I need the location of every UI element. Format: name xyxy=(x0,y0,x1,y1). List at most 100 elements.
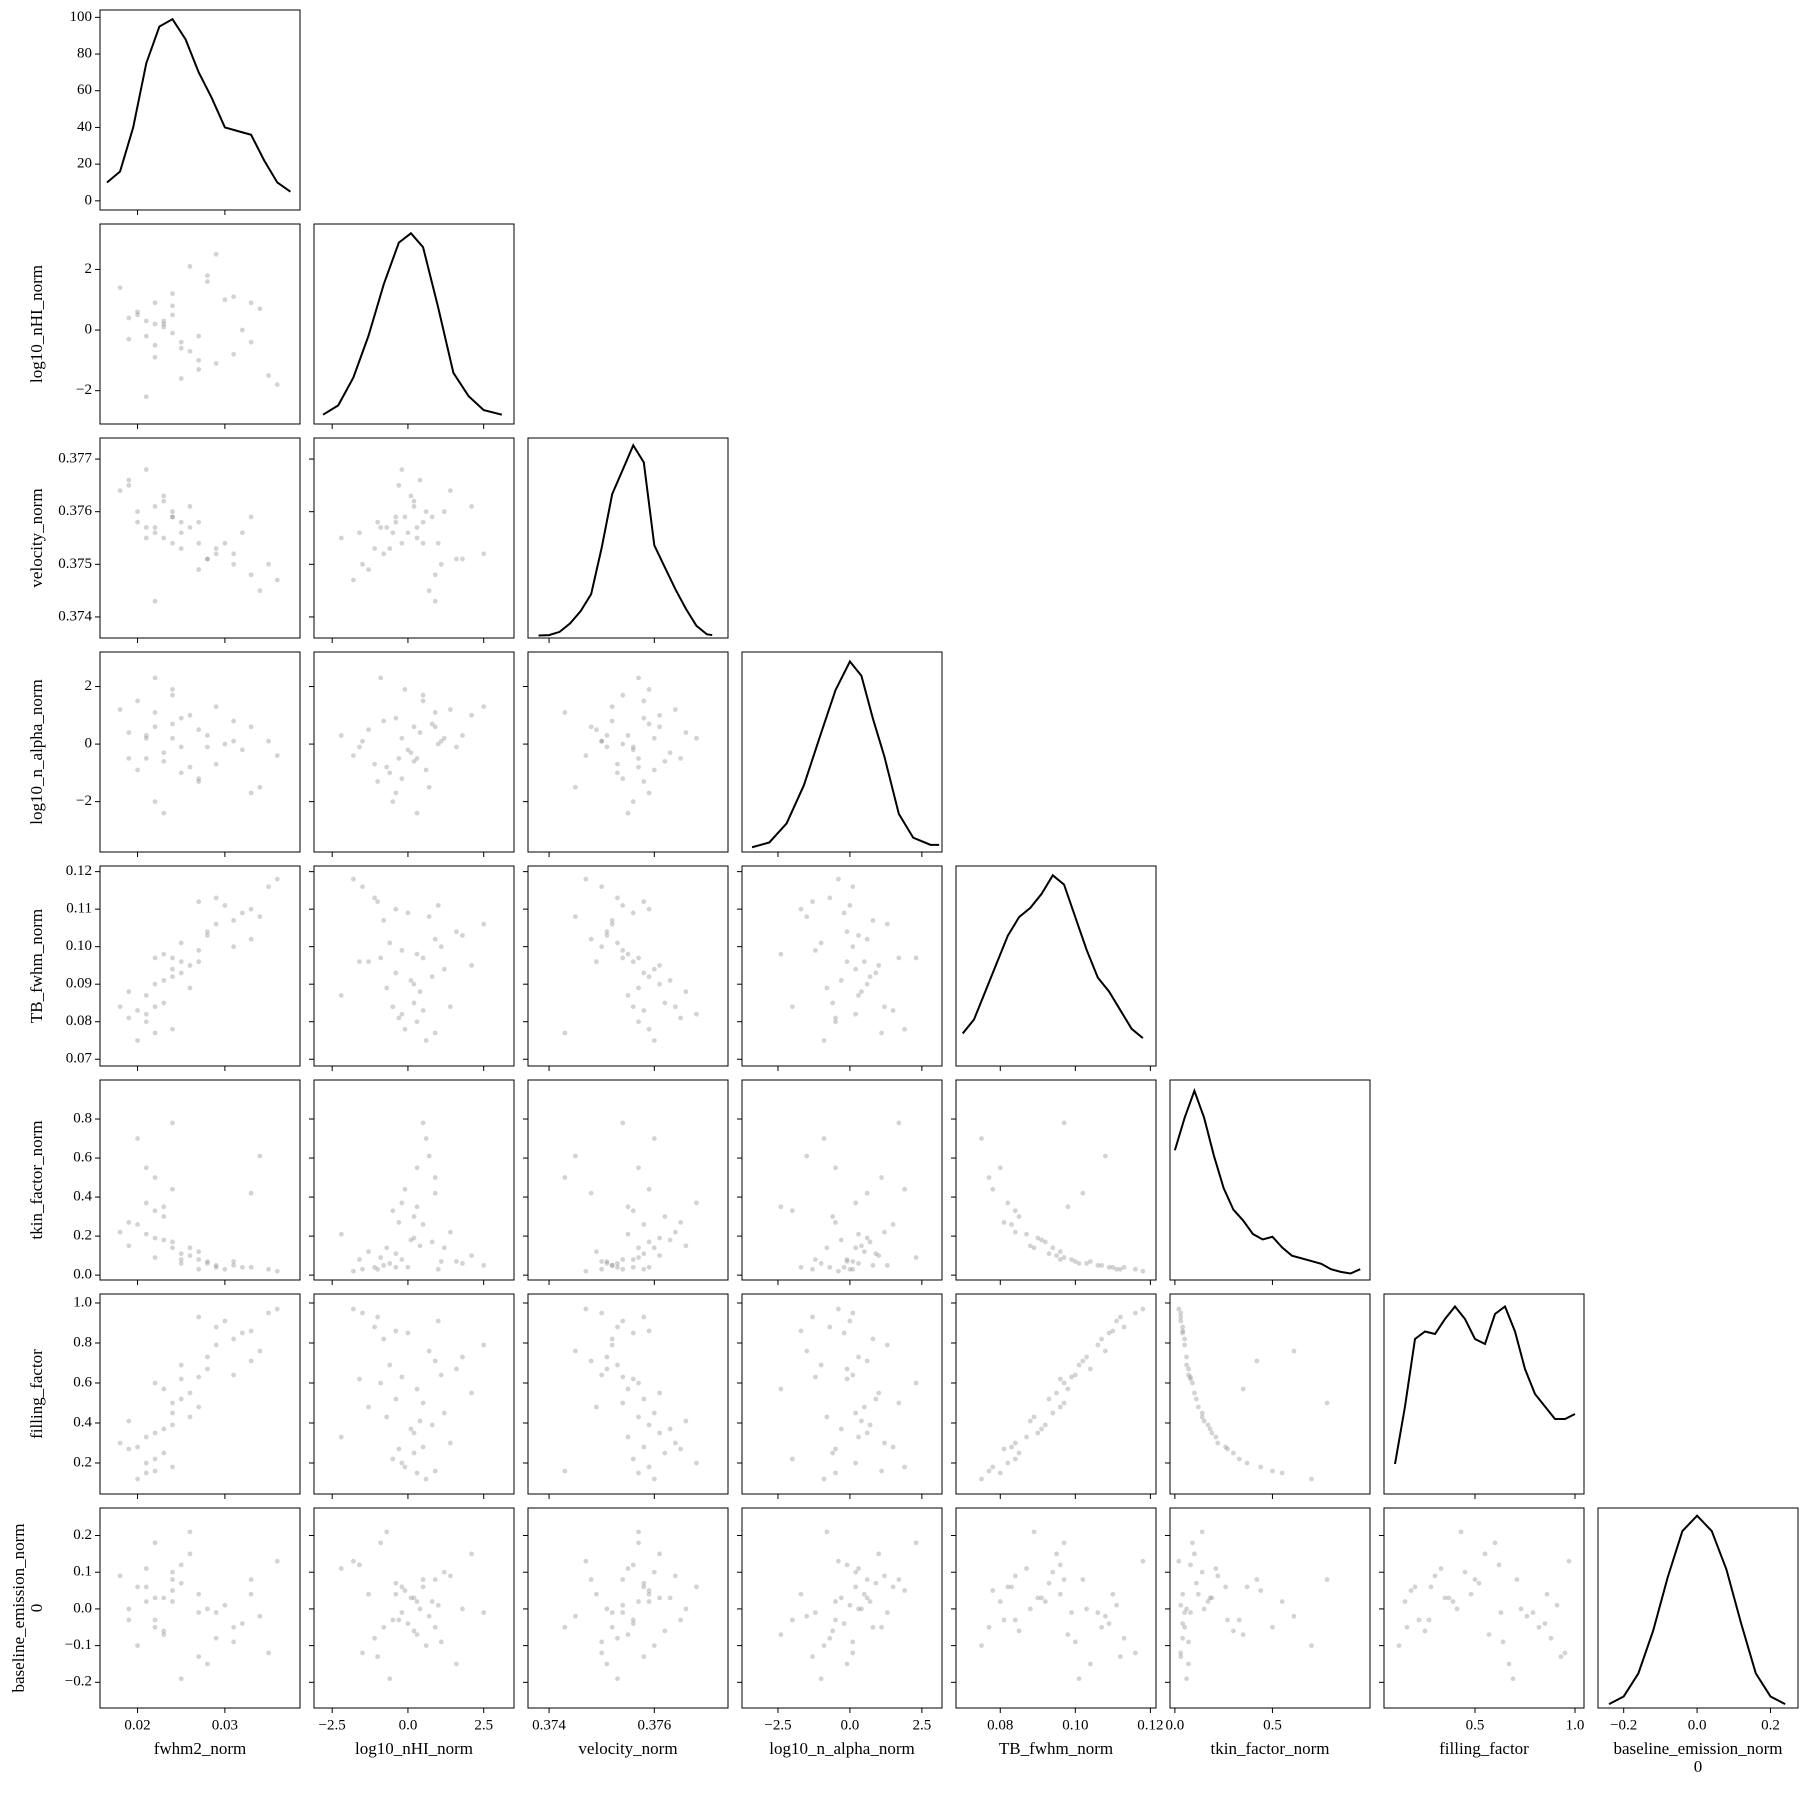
scatter-point xyxy=(375,1654,381,1660)
scatter-point xyxy=(1095,1262,1101,1268)
scatter-point xyxy=(426,1613,432,1619)
scatter-point xyxy=(393,1591,399,1597)
scatter-point xyxy=(152,1430,158,1436)
scatter-point xyxy=(372,895,378,901)
scatter-point xyxy=(620,1120,626,1126)
scatter-point xyxy=(694,1011,699,1017)
scatter-point xyxy=(222,1266,228,1272)
panel-frame xyxy=(99,1293,301,1495)
scatter-point xyxy=(126,315,132,321)
scatter-point xyxy=(1016,1214,1022,1219)
scatter-point xyxy=(821,1643,827,1649)
scatter-point xyxy=(1057,1249,1063,1255)
scatter-point xyxy=(170,955,175,961)
scatter-point xyxy=(152,955,158,961)
panel-frame xyxy=(99,9,301,211)
scatter-point xyxy=(594,727,599,733)
scatter-point xyxy=(1182,1610,1188,1615)
scatter-point xyxy=(402,1464,408,1470)
scatter-point xyxy=(257,1153,263,1159)
scatter-point xyxy=(838,1426,844,1432)
scatter-point xyxy=(393,1251,399,1257)
scatter-point xyxy=(990,1588,996,1593)
scatter-point xyxy=(812,1374,818,1380)
scatter-point xyxy=(599,1639,605,1645)
scatter-point xyxy=(615,1264,620,1270)
scatter-point xyxy=(630,1208,636,1214)
x-tick-label: 0.12 xyxy=(1137,1717,1163,1733)
scatter-point xyxy=(417,730,423,735)
scatter-point xyxy=(990,1186,996,1192)
scatter-point xyxy=(1244,1584,1250,1590)
scatter-point xyxy=(641,698,647,704)
scatter-point xyxy=(231,1262,237,1268)
y-axis-label: baseline_emission_norm xyxy=(9,1523,28,1692)
scatter-point xyxy=(1001,1446,1007,1452)
scatter-point xyxy=(414,1019,420,1025)
scatter-point xyxy=(222,902,228,908)
scatter-point xyxy=(178,1396,184,1402)
scatter-point xyxy=(986,1468,992,1474)
scatter-point xyxy=(1186,1366,1191,1372)
scatter-point xyxy=(1012,1456,1018,1462)
scatter-point xyxy=(390,1617,396,1623)
scatter-point xyxy=(864,936,870,942)
scatter-point xyxy=(126,482,132,488)
scatter-point xyxy=(646,1328,652,1334)
scatter-point xyxy=(1099,1624,1104,1630)
scatter-point xyxy=(399,1200,405,1206)
scatter-point xyxy=(599,738,605,744)
scatter-point xyxy=(997,1165,1003,1171)
scatter-point xyxy=(338,1231,344,1237)
scatter-point xyxy=(161,1450,167,1456)
scatter-point xyxy=(859,989,864,995)
scatter-point xyxy=(187,1390,193,1396)
scatter-point xyxy=(1095,1342,1101,1348)
scatter-point xyxy=(384,525,390,530)
scatter-point xyxy=(1114,1318,1120,1324)
scatter-point xyxy=(378,1380,384,1386)
scatter-point xyxy=(636,1255,641,1260)
scatter-point xyxy=(196,540,202,546)
scatter-point xyxy=(357,1562,362,1568)
scatter-point xyxy=(384,1529,390,1535)
scatter-point xyxy=(170,692,175,698)
scatter-point xyxy=(1132,1310,1138,1316)
scatter-point xyxy=(435,540,441,546)
x-axis-label: TB_fwhm_norm xyxy=(999,1739,1113,1758)
scatter-point xyxy=(435,741,441,747)
x-tick-label: 2.5 xyxy=(912,1717,931,1733)
scatter-point xyxy=(143,1434,149,1440)
scatter-point xyxy=(1554,1602,1560,1608)
scatter-point xyxy=(393,1264,399,1270)
panel-frame xyxy=(741,1507,943,1709)
y-tick-label: 0 xyxy=(85,192,93,208)
scatter-point xyxy=(387,1261,393,1266)
scatter-point xyxy=(890,1221,896,1227)
scatter-point xyxy=(641,1008,647,1013)
scatter-point xyxy=(426,588,432,594)
scatter-point xyxy=(1279,1470,1285,1476)
scatter-point xyxy=(152,1468,158,1474)
scatter-point xyxy=(187,525,193,530)
scatter-point xyxy=(913,1255,919,1260)
scatter-point xyxy=(170,1400,175,1406)
scatter-point xyxy=(274,1306,280,1312)
scatter-point xyxy=(625,1434,631,1440)
scatter-point xyxy=(562,1468,568,1474)
scatter-point xyxy=(469,504,474,509)
scatter-point xyxy=(562,1624,568,1630)
scatter-point xyxy=(231,561,237,567)
scatter-point xyxy=(651,1245,657,1251)
scatter-point xyxy=(662,1628,668,1634)
scatter-point xyxy=(867,1599,873,1604)
scatter-point xyxy=(231,351,237,357)
x-axis-label: filling_factor xyxy=(1439,1739,1529,1758)
scatter-point xyxy=(641,970,647,976)
scatter-point xyxy=(205,929,210,935)
scatter-point xyxy=(411,1450,417,1456)
y-tick-label: −0.2 xyxy=(65,1674,92,1690)
scatter-point xyxy=(1027,1243,1033,1249)
y-tick-label: 80 xyxy=(77,45,92,61)
scatter-point xyxy=(257,588,263,594)
